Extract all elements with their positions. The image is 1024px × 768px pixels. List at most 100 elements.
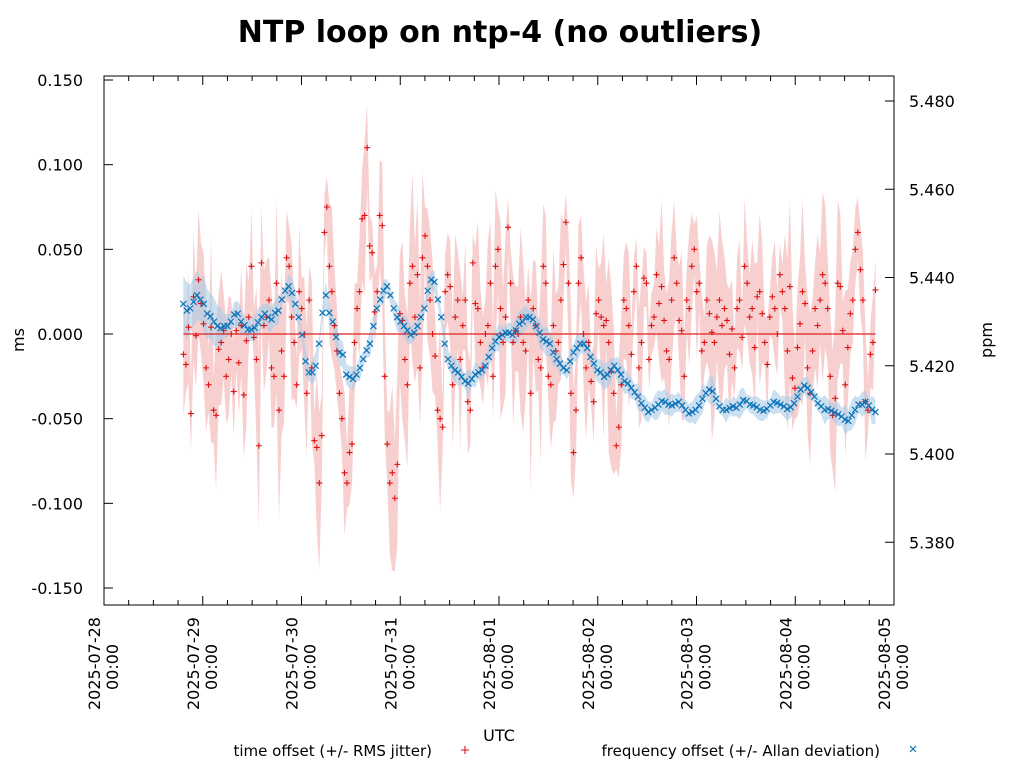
time-offset-point: [791, 385, 798, 392]
frequency-offset-point: [627, 384, 635, 392]
frequency-offset-point: [777, 401, 784, 409]
time-offset-point: [573, 407, 580, 414]
time-offset-point: [210, 407, 217, 414]
time-offset-point: [200, 320, 207, 327]
frequency-offset-point: [488, 344, 496, 352]
frequency-offset-point: [844, 417, 852, 425]
time-offset-point: [776, 271, 783, 278]
frequency-offset-point: [336, 349, 343, 356]
time-offset-point: [859, 297, 866, 304]
time-offset-point: [761, 339, 768, 346]
frequency-offset-point: [783, 405, 791, 413]
frequency-offset-point: [400, 322, 408, 330]
time-offset-point: [701, 339, 708, 346]
frequency-offset-point: [329, 318, 337, 326]
time-offset-point: [343, 480, 350, 487]
time-offset-point: [852, 246, 859, 253]
frequency-offset-point: [451, 366, 459, 374]
x-tick-label-date: 2025-07-31: [381, 617, 400, 710]
time-offset-point: [366, 242, 373, 249]
time-offset-point: [180, 351, 187, 358]
frequency-offset-point: [868, 406, 876, 414]
frequency-offset-point: [559, 364, 567, 372]
frequency-offset-point: [359, 355, 367, 363]
time-offset-point: [444, 271, 451, 278]
frequency-offset-point: [193, 291, 201, 299]
time-offset-point: [281, 373, 288, 380]
y-tick-label: 0.150: [37, 71, 83, 90]
time-offset-point: [570, 449, 577, 456]
frequency-offset-point: [444, 355, 452, 363]
frequency-offset-point: [369, 322, 377, 330]
frequency-offset-point: [397, 318, 404, 326]
frequency-offset-point: [224, 322, 231, 330]
frequency-offset-point: [291, 300, 299, 308]
time-offset-point: [578, 254, 585, 261]
time-offset-point: [291, 339, 298, 346]
time-offset-point: [243, 337, 250, 344]
time-offset-point: [744, 280, 751, 287]
time-offset-point: [781, 305, 788, 312]
time-offset-point: [711, 339, 718, 346]
time-offset-point: [766, 314, 773, 321]
frequency-offset-point: [617, 371, 625, 378]
time-offset-point: [253, 356, 260, 363]
frequency-offset-point: [726, 404, 734, 412]
frequency-offset-point: [526, 313, 533, 321]
time-offset-point: [718, 322, 725, 329]
time-offset-point: [271, 373, 278, 380]
time-offset-point: [837, 283, 844, 290]
time-offset-point: [555, 339, 562, 346]
x-tick-label-time: 00:00: [794, 644, 813, 690]
legend-marker-frequency-offset: [909, 745, 917, 753]
time-offset-point: [779, 288, 786, 295]
frequency-offset-point: [648, 406, 656, 414]
frequency-offset-point: [800, 382, 808, 390]
time-offset-point: [457, 356, 464, 363]
time-offset-point: [396, 310, 403, 317]
time-offset-point: [303, 390, 310, 397]
time-offset-point: [437, 415, 444, 422]
time-offset-point: [208, 324, 215, 331]
time-offset-point: [741, 263, 748, 270]
x-tick-label-time: 00:00: [301, 644, 320, 690]
frequency-offset-point: [583, 344, 591, 352]
cross-marker-icon: [909, 745, 917, 753]
time-offset-point: [739, 334, 746, 341]
frequency-offset-point: [536, 329, 544, 337]
frequency-offset-point: [403, 327, 411, 334]
y2-tick-label: 5.480: [909, 92, 955, 111]
time-offset-point: [522, 347, 529, 354]
time-offset-point: [296, 288, 303, 295]
frequency-offset-point: [705, 386, 713, 394]
time-offset-point: [467, 407, 474, 414]
frequency-offset-point: [600, 373, 608, 381]
time-offset-point: [265, 297, 272, 304]
time-offset-point: [349, 441, 356, 448]
time-offset-point: [696, 280, 703, 287]
time-offset-point: [796, 320, 803, 327]
frequency-offset-point: [475, 368, 482, 376]
frequency-offset-point: [434, 296, 442, 303]
frequency-offset-point: [546, 340, 554, 348]
time-offset-point: [328, 288, 335, 295]
x-tick-label-date: 2025-08-04: [776, 617, 795, 710]
time-offset-point: [494, 246, 501, 253]
frequency-offset-point: [590, 360, 598, 367]
time-offset-point: [427, 297, 434, 304]
time-offset-point: [500, 339, 507, 346]
time-offset-point: [849, 297, 856, 304]
y-tick-label: 0.100: [37, 156, 83, 175]
time-offset-point: [416, 364, 423, 371]
frequency-offset-point: [624, 379, 632, 387]
time-offset-point: [484, 322, 491, 329]
time-offset-point: [666, 356, 673, 363]
time-offset-point: [260, 322, 267, 329]
time-offset-point: [364, 144, 371, 151]
time-offset-point: [736, 297, 743, 304]
time-offset-point: [590, 398, 597, 405]
time-offset-point: [482, 331, 489, 337]
legend: time offset (+/- RMS jitter) frequency o…: [233, 742, 917, 760]
time-offset-point: [187, 410, 194, 417]
